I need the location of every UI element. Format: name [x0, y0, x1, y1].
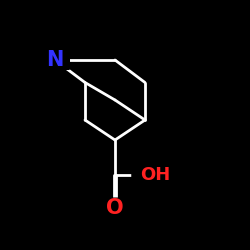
Text: O: O — [106, 198, 124, 218]
FancyBboxPatch shape — [40, 50, 70, 70]
Text: N: N — [46, 50, 64, 70]
FancyBboxPatch shape — [131, 165, 179, 185]
FancyBboxPatch shape — [100, 198, 130, 218]
Text: OH: OH — [140, 166, 170, 184]
